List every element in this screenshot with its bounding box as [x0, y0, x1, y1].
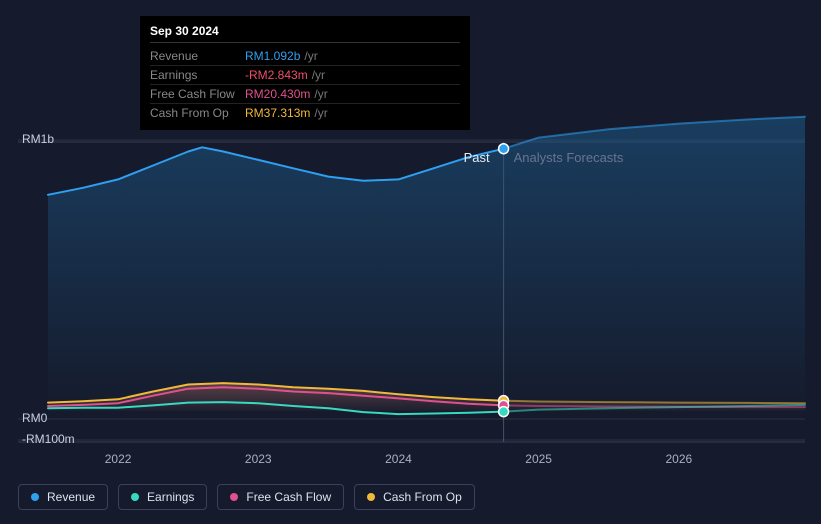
x-tick-label: 2025 [525, 452, 552, 466]
tooltip-unit: /yr [314, 106, 327, 120]
legend-dot-icon [31, 493, 39, 501]
tooltip-unit: /yr [312, 68, 325, 82]
chart-legend: Revenue Earnings Free Cash Flow Cash From O… [18, 484, 475, 510]
legend-dot-icon [131, 493, 139, 501]
tooltip-metric-label: Earnings [150, 68, 245, 82]
y-tick-label: -RM100m [22, 432, 75, 446]
tooltip-metric-value: RM37.313m [245, 106, 310, 120]
legend-dot-icon [367, 493, 375, 501]
tooltip-row: RevenueRM1.092b/yr [150, 47, 460, 66]
legend-dot-icon [230, 493, 238, 501]
x-tick-label: 2024 [385, 452, 412, 466]
legend-item-cash_from_op[interactable]: Cash From Op [354, 484, 475, 510]
legend-label: Cash From Op [383, 490, 462, 504]
tooltip-row: Earnings-RM2.843m/yr [150, 66, 460, 85]
forecast-label: Analysts Forecasts [514, 150, 624, 165]
y-tick-label: RM1b [22, 132, 54, 146]
tooltip-metric-label: Cash From Op [150, 106, 245, 120]
legend-item-revenue[interactable]: Revenue [18, 484, 108, 510]
legend-label: Free Cash Flow [246, 490, 331, 504]
tooltip-metric-label: Revenue [150, 49, 245, 63]
tooltip-unit: /yr [304, 49, 317, 63]
tooltip-metric-label: Free Cash Flow [150, 87, 245, 101]
x-tick-label: 2022 [105, 452, 132, 466]
tooltip-metric-value: RM20.430m [245, 87, 310, 101]
tooltip-row: Cash From OpRM37.313m/yr [150, 104, 460, 122]
past-label: Past [464, 150, 490, 165]
y-tick-label: RM0 [22, 411, 47, 425]
tooltip-metric-value: -RM2.843m [245, 68, 308, 82]
legend-label: Revenue [47, 490, 95, 504]
legend-item-free_cash_flow[interactable]: Free Cash Flow [217, 484, 344, 510]
x-tick-label: 2026 [665, 452, 692, 466]
tooltip-unit: /yr [314, 87, 327, 101]
x-tick-label: 2023 [245, 452, 272, 466]
data-tooltip: Sep 30 2024 RevenueRM1.092b/yrEarnings-R… [140, 16, 470, 130]
legend-item-earnings[interactable]: Earnings [118, 484, 207, 510]
financial-chart: RM1b RM0 -RM100m 2022 2023 2024 2025 2026 Past… [0, 0, 821, 524]
tooltip-row: Free Cash FlowRM20.430m/yr [150, 85, 460, 104]
tooltip-date: Sep 30 2024 [150, 24, 460, 43]
tooltip-metric-value: RM1.092b [245, 49, 300, 63]
legend-label: Earnings [147, 490, 194, 504]
